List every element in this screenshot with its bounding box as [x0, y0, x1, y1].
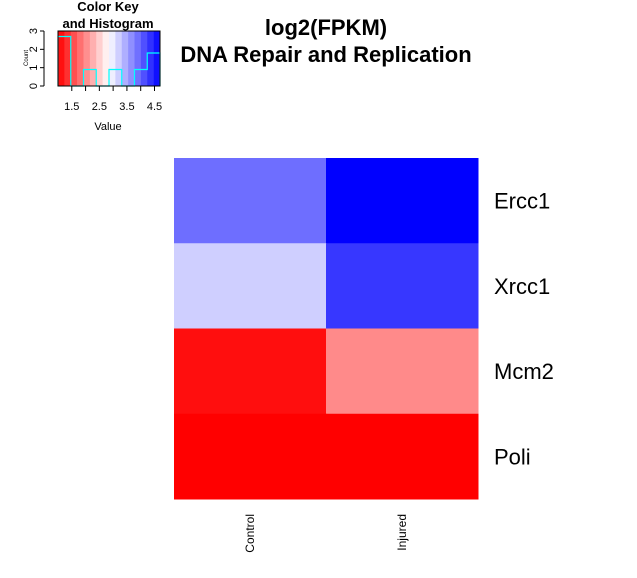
color-key-bin [58, 31, 65, 86]
chart-subtitle: DNA Repair and Replication [180, 42, 471, 67]
heatmap-cell-mcm2-control [174, 328, 327, 415]
color-key-x-axis: 1.5 2.5 3.5 4.5 [64, 86, 162, 113]
column-label-injured: Injured [395, 514, 409, 551]
color-key-bin [121, 31, 129, 86]
key-x-tick-label: 3.5 [119, 101, 134, 113]
color-key-strip [58, 31, 161, 86]
key-x-tick-label: 1.5 [64, 101, 79, 113]
color-key-bin [153, 31, 161, 86]
key-y-tick-label: 2 [28, 46, 40, 52]
heatmap-cell-poli-control [174, 413, 327, 500]
heatmap-cell-poli-injured [326, 413, 479, 500]
row-label-poli: Poli [494, 444, 531, 469]
color-key-ylabel: Count [24, 50, 30, 66]
heatmap-cell-xrcc1-injured [326, 243, 479, 329]
color-key-bin [70, 31, 78, 86]
heatmap-cells [174, 158, 479, 500]
color-key-bin [147, 31, 154, 86]
heatmap-cell-ercc1-injured [326, 158, 479, 244]
color-key-xlabel: Value [94, 121, 121, 133]
row-label-mcm2: Mcm2 [494, 359, 554, 384]
key-y-tick-label: 3 [28, 28, 40, 34]
chart-title: log2(FPKM) [265, 15, 387, 40]
row-label-xrcc1: Xrcc1 [494, 274, 550, 299]
color-key-bin [140, 31, 148, 86]
color-key-bin [64, 31, 72, 86]
color-key-title-line2: and Histogram [62, 16, 153, 31]
key-y-tick-label: 1 [28, 65, 40, 71]
color-key-bin [109, 31, 116, 86]
histogram-line [57, 35, 161, 87]
color-key-title-line1: Color Key [77, 0, 139, 14]
key-y-tick-label: 0 [28, 83, 40, 89]
color-key-bin [134, 31, 142, 86]
heatmap-cell-xrcc1-control [174, 243, 327, 329]
color-key-y-axis: 0 1 2 3 [28, 28, 45, 89]
color-key-bin [128, 31, 135, 86]
color-key-bin [102, 31, 110, 86]
heatmap-cell-mcm2-injured [326, 328, 479, 415]
color-key-bin [96, 31, 103, 86]
row-label-ercc1: Ercc1 [494, 189, 550, 214]
color-key-frame [57, 30, 161, 87]
color-key-bin [77, 31, 84, 86]
color-key-bin [115, 31, 123, 86]
heatmap-row-labels: Ercc1 Xrcc1 Mcm2 Poli [494, 189, 554, 470]
key-x-tick-label: 4.5 [147, 101, 162, 113]
color-key-bin [89, 31, 97, 86]
key-x-tick-label: 2.5 [92, 101, 107, 113]
color-key-histogram [57, 35, 161, 87]
heatmap-column-labels: Control Injured [243, 514, 409, 553]
heatmap-cell-ercc1-control [174, 158, 327, 244]
color-key-bin [83, 31, 91, 86]
column-label-control: Control [243, 514, 257, 553]
